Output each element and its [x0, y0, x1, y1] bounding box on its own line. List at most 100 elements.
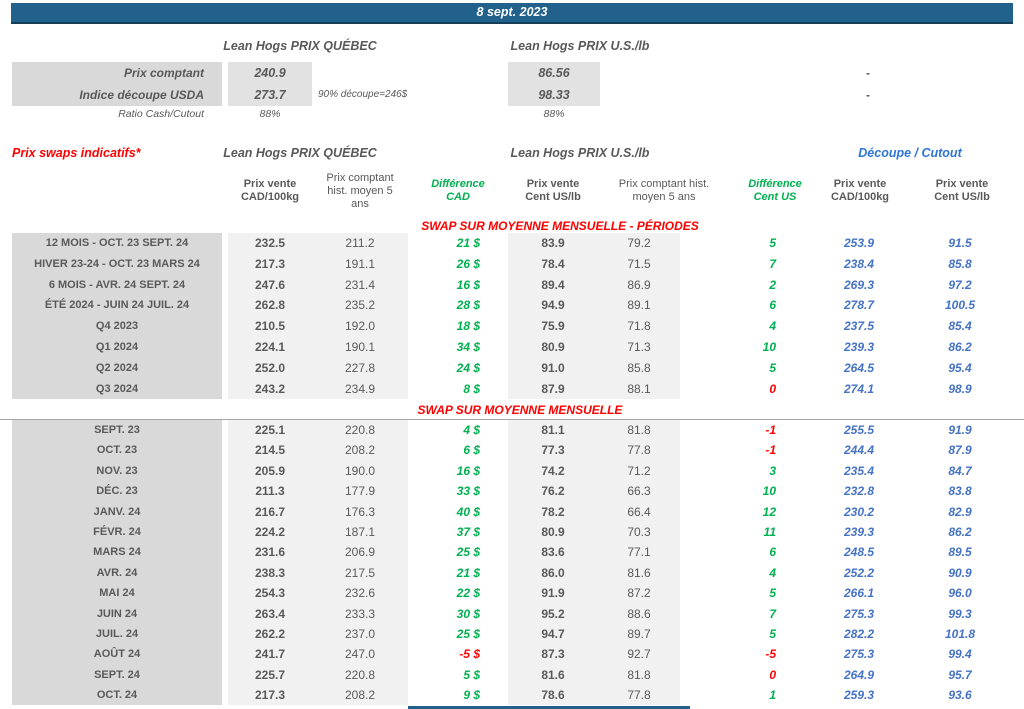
us-vente-value: 78.4 — [508, 253, 598, 275]
us-hist-value: 77.1 — [598, 542, 680, 563]
qc-hist-value: 247.0 — [312, 644, 408, 665]
row-label: JUIL. 24 — [12, 623, 222, 645]
col-header-qc-hist: Prix comptant hist. moyen 5 ans — [326, 172, 394, 210]
us-hist-value: 89.7 — [598, 623, 680, 645]
decoupe-us-value: 85.4 — [948, 319, 972, 334]
table-row: JUIL. 24 262.2 237.0 25 $ 94.7 89.7 5 28… — [12, 623, 1012, 645]
diff-cad-value: 26 $ — [456, 256, 480, 271]
qc-hist-value: 187.1 — [312, 521, 408, 543]
us-hist-value: 92.7 — [598, 644, 680, 665]
decoupe-us-value: 97.2 — [948, 277, 972, 292]
column-gutter — [222, 481, 228, 502]
row-label: SEPT. 24 — [12, 664, 222, 686]
date-banner: 8 sept. 2023 — [11, 3, 1013, 24]
us-hist-value: 81.8 — [598, 420, 680, 441]
qc-vente-value: 225.7 — [228, 664, 312, 686]
column-gutter — [222, 685, 228, 706]
qc-vente-value: 231.6 — [228, 542, 312, 563]
monthly-section-title: SWAP SUR MOYENNE MENSUELLE — [417, 403, 623, 417]
ratio-label: Ratio Cash/Cutout — [118, 108, 204, 120]
ratio-us-value: 88% — [543, 108, 565, 120]
table-row: 6 MOIS - AVR. 24 SEPT. 24 247.6 231.4 16… — [12, 274, 1012, 296]
table-row: SEPT. 23 225.1 220.8 4 $ 81.1 81.8 -1 25… — [12, 420, 1012, 441]
us-hist-value: 87.2 — [598, 583, 680, 604]
us-vente-value: 78.2 — [508, 501, 598, 522]
indice-decoupe-us-value: 98.33 — [538, 88, 570, 102]
qc-hist-value: 211.2 — [312, 233, 408, 254]
diff-us-value: 5 — [769, 236, 776, 250]
qc-vente-value: 243.2 — [228, 378, 312, 400]
us-hist-value: 88.6 — [598, 603, 680, 624]
us-vente-value: 80.9 — [508, 521, 598, 543]
decoupe-us-value: 86.2 — [948, 339, 972, 354]
swaps-quebec-title: Lean Hogs PRIX QUÉBEC — [223, 146, 377, 160]
row-label: ÉTÉ 2024 - JUIN 24 JUIL. 24 — [12, 295, 222, 317]
row-label: JANV. 24 — [12, 501, 222, 522]
table-row: Q4 2023 210.5 192.0 18 $ 75.9 71.8 4 237… — [12, 316, 1012, 337]
decoupe-cad-value: 238.4 — [843, 256, 875, 271]
us-vente-value: 94.9 — [508, 295, 598, 317]
diff-cad-value: 30 $ — [456, 606, 480, 621]
qc-vente-value: 241.7 — [228, 644, 312, 665]
decoupe-us-value: 84.7 — [948, 463, 972, 478]
qc-vente-value: 232.5 — [228, 233, 312, 254]
decoupe-cad-value: 230.2 — [843, 504, 875, 519]
qc-hist-value: 208.2 — [312, 685, 408, 706]
diff-cad-value: 24 $ — [456, 360, 480, 375]
column-gutter — [222, 460, 228, 482]
diff-us-value: 2 — [769, 277, 776, 292]
col-header-dec-us: Prix vente Cent US/lb — [934, 178, 990, 203]
periods-section-title: SWAP SUR MOYENNE MENSUELLE - PÉRIODES — [421, 219, 699, 233]
column-gutter — [222, 501, 228, 522]
decoupe-cad-value: 239.3 — [843, 524, 875, 539]
decoupe-us-value: 101.8 — [944, 626, 976, 641]
decoupe-us-value: 100.5 — [944, 298, 976, 313]
us-vente-value: 75.9 — [508, 316, 598, 337]
swaps-us-title: Lean Hogs PRIX U.S./lb — [510, 146, 650, 160]
qc-vente-value: 262.2 — [228, 623, 312, 645]
diff-cad-value: 21 $ — [456, 236, 480, 250]
qc-hist-value: 208.2 — [312, 440, 408, 461]
row-label: Q2 2024 — [12, 357, 222, 379]
us-hist-value: 77.8 — [598, 685, 680, 706]
column-gutter — [222, 357, 228, 379]
decoupe-cad-value: 278.7 — [843, 298, 875, 313]
us-vente-value: 95.2 — [508, 603, 598, 624]
table-row: AVR. 24 238.3 217.5 21 $ 86.0 81.6 4 252… — [12, 562, 1012, 584]
decoupe-cad-value: 264.9 — [843, 667, 875, 682]
table-row: JUIN 24 263.4 233.3 30 $ 95.2 88.6 7 275… — [12, 603, 1012, 624]
decoupe-cad-value: 259.3 — [843, 688, 875, 703]
summary-us-band — [508, 62, 600, 106]
row-label: Q1 2024 — [12, 336, 222, 358]
col-header-qc-vente: Prix vente CAD/100kg — [240, 178, 300, 203]
qc-hist-value: 220.8 — [312, 664, 408, 686]
column-gutter — [222, 583, 228, 604]
diff-us-value: 0 — [769, 667, 776, 682]
ratio-qc-value: 88% — [259, 108, 281, 120]
qc-hist-value: 176.3 — [312, 501, 408, 522]
column-gutter — [222, 274, 228, 296]
row-label: DÉC. 23 — [12, 481, 222, 502]
table-row: MARS 24 231.6 206.9 25 $ 83.6 77.1 6 248… — [12, 542, 1012, 563]
table-row: OCT. 23 214.5 208.2 6 $ 77.3 77.8 -1 244… — [12, 440, 1012, 461]
diff-cad-value: -5 $ — [459, 647, 480, 662]
qc-vente-value: 238.3 — [228, 562, 312, 584]
table-row: Q2 2024 252.0 227.8 24 $ 91.0 85.8 5 264… — [12, 357, 1012, 379]
decoupe-cad-value: 232.8 — [843, 484, 875, 499]
us-hist-value: 66.3 — [598, 481, 680, 502]
row-label: 6 MOIS - AVR. 24 SEPT. 24 — [12, 274, 222, 296]
diff-cad-value: 16 $ — [456, 277, 480, 292]
diff-cad-value: 18 $ — [456, 319, 480, 334]
diff-us-value: 7 — [769, 256, 776, 271]
decoupe-us-value: 98.9 — [948, 381, 972, 396]
decoupe-us-value: 93.6 — [948, 688, 972, 703]
row-label: JUIN 24 — [12, 603, 222, 624]
table-row: AOÛT 24 241.7 247.0 -5 $ 87.3 92.7 -5 27… — [12, 644, 1012, 665]
column-gutter — [222, 253, 228, 275]
table-row: MAI 24 254.3 232.6 22 $ 91.9 87.2 5 266.… — [12, 583, 1012, 604]
diff-cad-value: 8 $ — [463, 381, 480, 396]
summary-qc-band — [228, 62, 312, 106]
column-gutter — [222, 623, 228, 645]
diff-us-value: 12 — [762, 504, 776, 519]
column-gutter — [222, 336, 228, 358]
